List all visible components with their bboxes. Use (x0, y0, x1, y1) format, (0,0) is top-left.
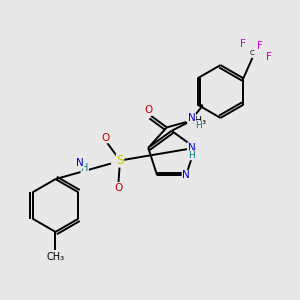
Text: N: N (188, 113, 196, 123)
Text: CH₃: CH₃ (46, 251, 64, 262)
Text: F: F (257, 41, 263, 52)
Text: O: O (102, 133, 110, 143)
Text: CH₃: CH₃ (188, 116, 206, 126)
Text: C: C (250, 50, 255, 56)
Text: N: N (182, 170, 190, 180)
Text: F: F (240, 39, 246, 50)
Text: O: O (145, 105, 153, 115)
Text: F: F (266, 52, 272, 62)
Text: N: N (76, 158, 83, 168)
Text: O: O (114, 183, 123, 193)
Text: N: N (188, 143, 195, 153)
Text: S: S (116, 154, 124, 167)
Text: H: H (195, 121, 202, 130)
Text: H: H (81, 163, 88, 173)
Text: H: H (188, 151, 195, 160)
